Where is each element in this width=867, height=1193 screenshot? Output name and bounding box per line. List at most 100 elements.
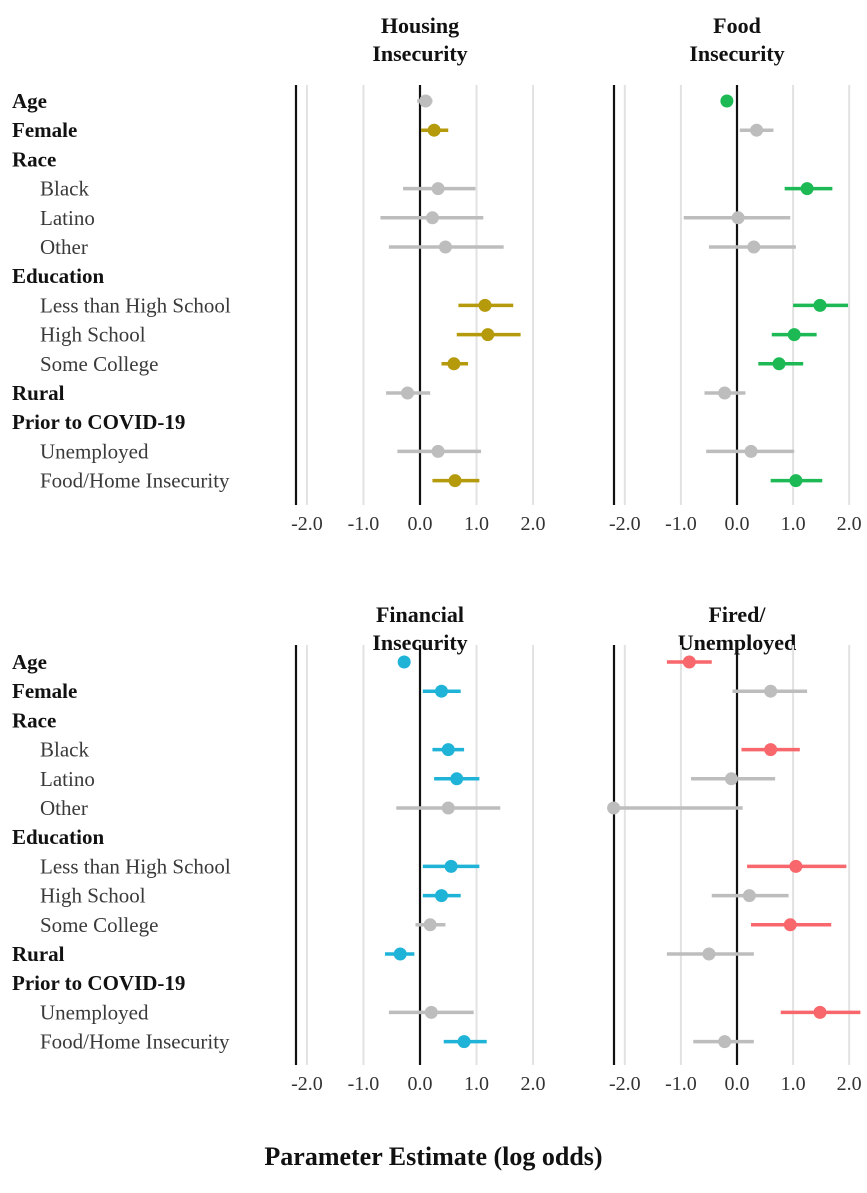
point-estimate (423, 918, 437, 932)
panel-title: Insecurity (689, 41, 784, 66)
panel-title: Insecurity (372, 41, 467, 66)
row-label: Food/Home Insecurity (40, 469, 230, 493)
row-label: Less than High School (40, 854, 231, 878)
point-estimate (742, 889, 756, 903)
point-estimate (744, 444, 758, 458)
row-label: Unemployed (40, 1000, 149, 1024)
row-label: Less than High School (40, 293, 231, 317)
point-estimate (450, 772, 464, 786)
row-label: Race (12, 708, 56, 732)
point-estimate (457, 1035, 471, 1049)
panel-title: Housing (381, 13, 459, 38)
point-estimate (441, 743, 455, 757)
row-label: Female (12, 118, 77, 142)
x-tick-label: 1.0 (781, 513, 806, 535)
row-label: High School (40, 884, 146, 908)
point-estimate (425, 211, 439, 225)
point-estimate (813, 298, 827, 312)
point-estimate (444, 859, 458, 873)
point-estimate (702, 947, 716, 961)
x-tick-label: 1.0 (464, 1073, 489, 1095)
point-estimate (682, 655, 696, 669)
point-estimate (789, 859, 803, 873)
point-estimate (607, 801, 621, 815)
row-label: Latino (40, 767, 95, 791)
point-estimate (419, 94, 433, 108)
row-label: Prior to COVID-19 (12, 410, 185, 434)
row-label: Other (40, 235, 88, 259)
point-estimate (448, 474, 462, 488)
x-tick-label: 0.0 (408, 1073, 433, 1095)
x-axis-label: Parameter Estimate (log odds) (264, 1142, 603, 1171)
point-estimate (481, 328, 495, 342)
x-tick-label: -2.0 (291, 1073, 323, 1095)
row-label: Prior to COVID-19 (12, 971, 185, 995)
row-label: Some College (40, 913, 158, 937)
point-estimate (764, 684, 778, 698)
point-estimate (431, 444, 445, 458)
x-tick-label: 2.0 (837, 513, 862, 535)
panel-title: Fired/ (708, 602, 766, 627)
row-label: Latino (40, 206, 95, 230)
point-estimate (424, 1005, 438, 1019)
x-tick-label: 2.0 (521, 1073, 546, 1095)
point-estimate (718, 1035, 732, 1049)
point-estimate (478, 298, 492, 312)
point-estimate (438, 240, 452, 254)
x-tick-label: -2.0 (609, 513, 641, 535)
row-label: Education (12, 825, 105, 849)
point-estimate (783, 918, 797, 932)
panel-1: Housing Insecurity -2.0 -1.0 0.0 1.0 2.0 (291, 13, 545, 535)
x-tick-label: -2.0 (609, 1073, 641, 1095)
row-label: Other (40, 796, 88, 820)
point-estimate (772, 357, 786, 371)
point-estimate (731, 211, 745, 225)
point-estimate (401, 386, 415, 400)
point-estimate (434, 684, 448, 698)
row-label: Black (40, 177, 89, 201)
x-tick-label: -1.0 (665, 513, 697, 535)
point-estimate (397, 655, 411, 669)
row-label: Food/Home Insecurity (40, 1030, 230, 1054)
panel-title: Food (713, 13, 761, 38)
row-label: High School (40, 323, 146, 347)
x-tick-label: 1.0 (781, 1073, 806, 1095)
point-estimate (813, 1005, 827, 1019)
x-tick-label: 0.0 (725, 1073, 750, 1095)
point-estimate (800, 182, 814, 196)
point-estimate (718, 386, 732, 400)
x-tick-label: -1.0 (665, 1073, 697, 1095)
x-tick-label: 2.0 (521, 513, 546, 535)
panel-2: Food Insecurity -2.0 -1.0 0.0 1.0 2.0 (609, 13, 862, 535)
point-estimate (787, 328, 801, 342)
row-label: Education (12, 264, 105, 288)
point-estimate (750, 123, 764, 137)
x-tick-label: 0.0 (725, 513, 750, 535)
point-estimate (747, 240, 761, 254)
point-estimate (427, 123, 441, 137)
x-tick-label: -1.0 (348, 513, 380, 535)
row-label: Female (12, 679, 77, 703)
point-estimate (720, 94, 734, 108)
point-estimate (764, 743, 778, 757)
x-tick-label: -2.0 (291, 513, 323, 535)
x-tick-label: -1.0 (348, 1073, 380, 1095)
row-label: Age (12, 89, 47, 113)
row-label: Rural (12, 942, 65, 966)
row-label: Age (12, 650, 47, 674)
point-estimate (434, 889, 448, 903)
panel-4: Fired/Unemployed-2.0 -1.0 0.0 1.0 2.0 (607, 602, 862, 1095)
point-estimate (441, 801, 455, 815)
point-estimate (789, 474, 803, 488)
point-estimate (447, 357, 461, 371)
x-tick-label: 0.0 (408, 513, 433, 535)
row-label: Black (40, 738, 89, 762)
row-label: Unemployed (40, 439, 149, 463)
x-tick-label: 1.0 (464, 513, 489, 535)
row-label: Some College (40, 352, 158, 376)
point-estimate (431, 182, 445, 196)
point-estimate (724, 772, 738, 786)
point-estimate (393, 947, 407, 961)
x-tick-label: 2.0 (837, 1073, 862, 1095)
